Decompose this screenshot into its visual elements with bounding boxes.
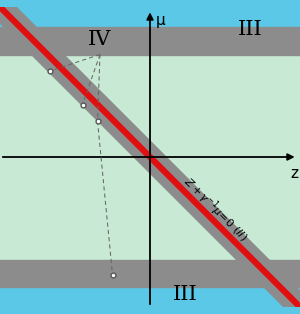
Text: III: III [238, 20, 262, 39]
Bar [0, 55, 300, 259]
Text: z: z [290, 166, 298, 181]
Text: IV: IV [88, 30, 112, 49]
Text: III: III [172, 285, 197, 304]
Bar [0, 259, 300, 287]
Text: $Z+\gamma^{-1}\mu\!=\!0\ (II)$: $Z+\gamma^{-1}\mu\!=\!0\ (II)$ [178, 173, 251, 246]
Text: μ: μ [156, 13, 166, 28]
Bar [0, 27, 300, 55]
